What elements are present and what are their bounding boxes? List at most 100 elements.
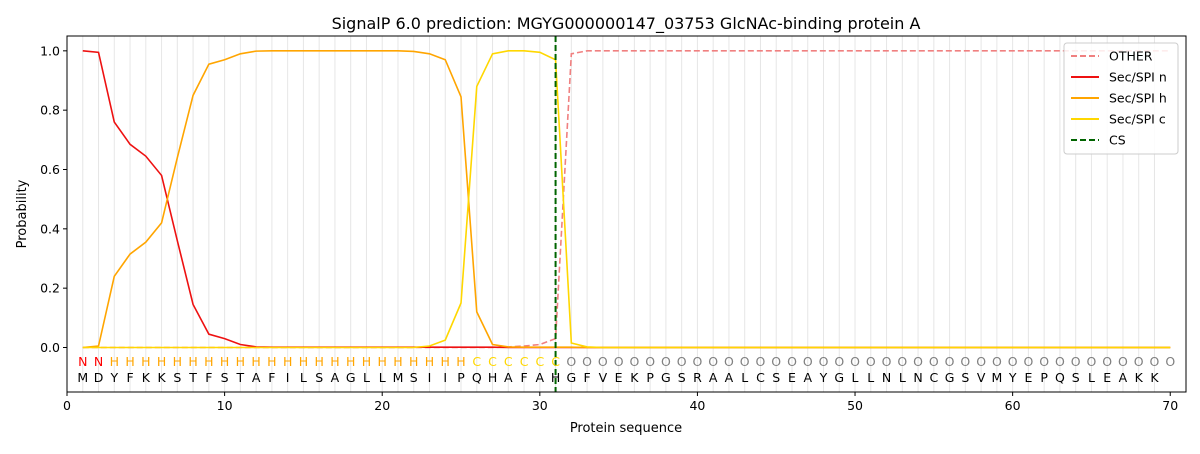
residue-label: Y [109, 370, 118, 385]
residue-label: P [457, 370, 465, 385]
residue-label: K [630, 370, 639, 385]
residue-label: L [852, 370, 859, 385]
region-label: O [866, 354, 876, 369]
region-label: H [157, 354, 166, 369]
region-label: O [566, 354, 576, 369]
residue-label: S [1072, 370, 1080, 385]
region-label: H [220, 354, 229, 369]
region-label: O [1134, 354, 1144, 369]
region-label: O [819, 354, 829, 369]
region-label: O [1008, 354, 1018, 369]
residue-label: Y [819, 370, 828, 385]
residue-label: L [363, 370, 370, 385]
residue-label: E [1024, 370, 1032, 385]
series-line-sec-spi-n [82, 50, 1171, 349]
residue-label: Q [472, 370, 482, 385]
residue-label: G [945, 370, 955, 385]
residue-label: P [646, 370, 654, 385]
residue-label: K [157, 370, 166, 385]
x-tick-label: 0 [63, 398, 71, 413]
region-label: O [882, 354, 892, 369]
region-label: H [141, 354, 150, 369]
region-label: O [897, 354, 907, 369]
region-label: O [850, 354, 860, 369]
region-label: O [629, 354, 639, 369]
region-label: C [520, 354, 529, 369]
residue-label: S [961, 370, 969, 385]
residue-label: L [379, 370, 386, 385]
residue-label: A [252, 370, 261, 385]
region-label: O [1023, 354, 1033, 369]
y-tick-label: 0.4 [40, 221, 60, 236]
residue-label: K [142, 370, 151, 385]
residue-label: F [205, 370, 212, 385]
x-tick-label: 30 [532, 398, 548, 413]
region-label: C [472, 354, 481, 369]
region-label: O [1165, 354, 1175, 369]
residue-label: F [268, 370, 275, 385]
y-tick-label: 0.2 [40, 281, 60, 296]
residue-label: D [94, 370, 104, 385]
region-label: H [346, 354, 355, 369]
axis-layer: 0 10 20 30 40 50 60 70 0.0 0.2 0.4 0.6 0.8 1.0 [40, 43, 1178, 413]
residue-label: L [300, 370, 307, 385]
region-label: O [614, 354, 624, 369]
residue-label: A [1119, 370, 1128, 385]
x-tick-label: 60 [1005, 398, 1021, 413]
residue-label: A [803, 370, 812, 385]
region-label: O [1055, 354, 1065, 369]
plot-frame [66, 35, 1187, 393]
series-line-sec-spi-c [82, 50, 1171, 349]
residue-label: Y [1008, 370, 1017, 385]
region-label: H [456, 354, 465, 369]
x-tick-label: 70 [1162, 398, 1178, 413]
residue-label: S [678, 370, 686, 385]
residue-label: I [286, 370, 290, 385]
series-line-sec-spi-h [82, 50, 1171, 349]
region-label: O [787, 354, 797, 369]
region-label: O [1087, 354, 1097, 369]
residue-label: K [1135, 370, 1144, 385]
residue-label: S [173, 370, 181, 385]
region-label: O [677, 354, 687, 369]
residue-label: S [221, 370, 229, 385]
region-label: O [1102, 354, 1112, 369]
region-label: O [598, 354, 608, 369]
chart-title: SignalP 6.0 prediction: MGYG000000147_03… [332, 14, 921, 34]
region-label: H [204, 354, 213, 369]
region-label: N [78, 354, 87, 369]
region-label: O [834, 354, 844, 369]
region-label: O [913, 354, 923, 369]
residue-label: A [331, 370, 340, 385]
region-label: H [283, 354, 292, 369]
region-label: O [740, 354, 750, 369]
region-label: H [330, 354, 339, 369]
x-tick-label: 20 [374, 398, 390, 413]
x-tick-label: 50 [847, 398, 863, 413]
region-label: H [441, 354, 450, 369]
residue-label: C [929, 370, 938, 385]
region-label: H [236, 354, 245, 369]
x-axis-label: Protein sequence [570, 421, 682, 436]
residue-label: P [1040, 370, 1048, 385]
residue-label: H [488, 370, 497, 385]
region-label: O [929, 354, 939, 369]
residue-label: A [504, 370, 513, 385]
residue-label: H [551, 370, 560, 385]
residue-label: N [913, 370, 922, 385]
residue-label: R [693, 370, 702, 385]
grid-layer [82, 36, 1155, 392]
residue-label: F [520, 370, 527, 385]
region-label: H [378, 354, 387, 369]
region-label: O [803, 354, 813, 369]
region-label: H [110, 354, 119, 369]
residue-label: I [443, 370, 447, 385]
residue-label: L [867, 370, 874, 385]
region-label: O [1118, 354, 1128, 369]
residue-label: M [393, 370, 404, 385]
legend-label: Sec/SPI n [1109, 70, 1167, 85]
region-label: O [693, 354, 703, 369]
residue-label: S [772, 370, 780, 385]
